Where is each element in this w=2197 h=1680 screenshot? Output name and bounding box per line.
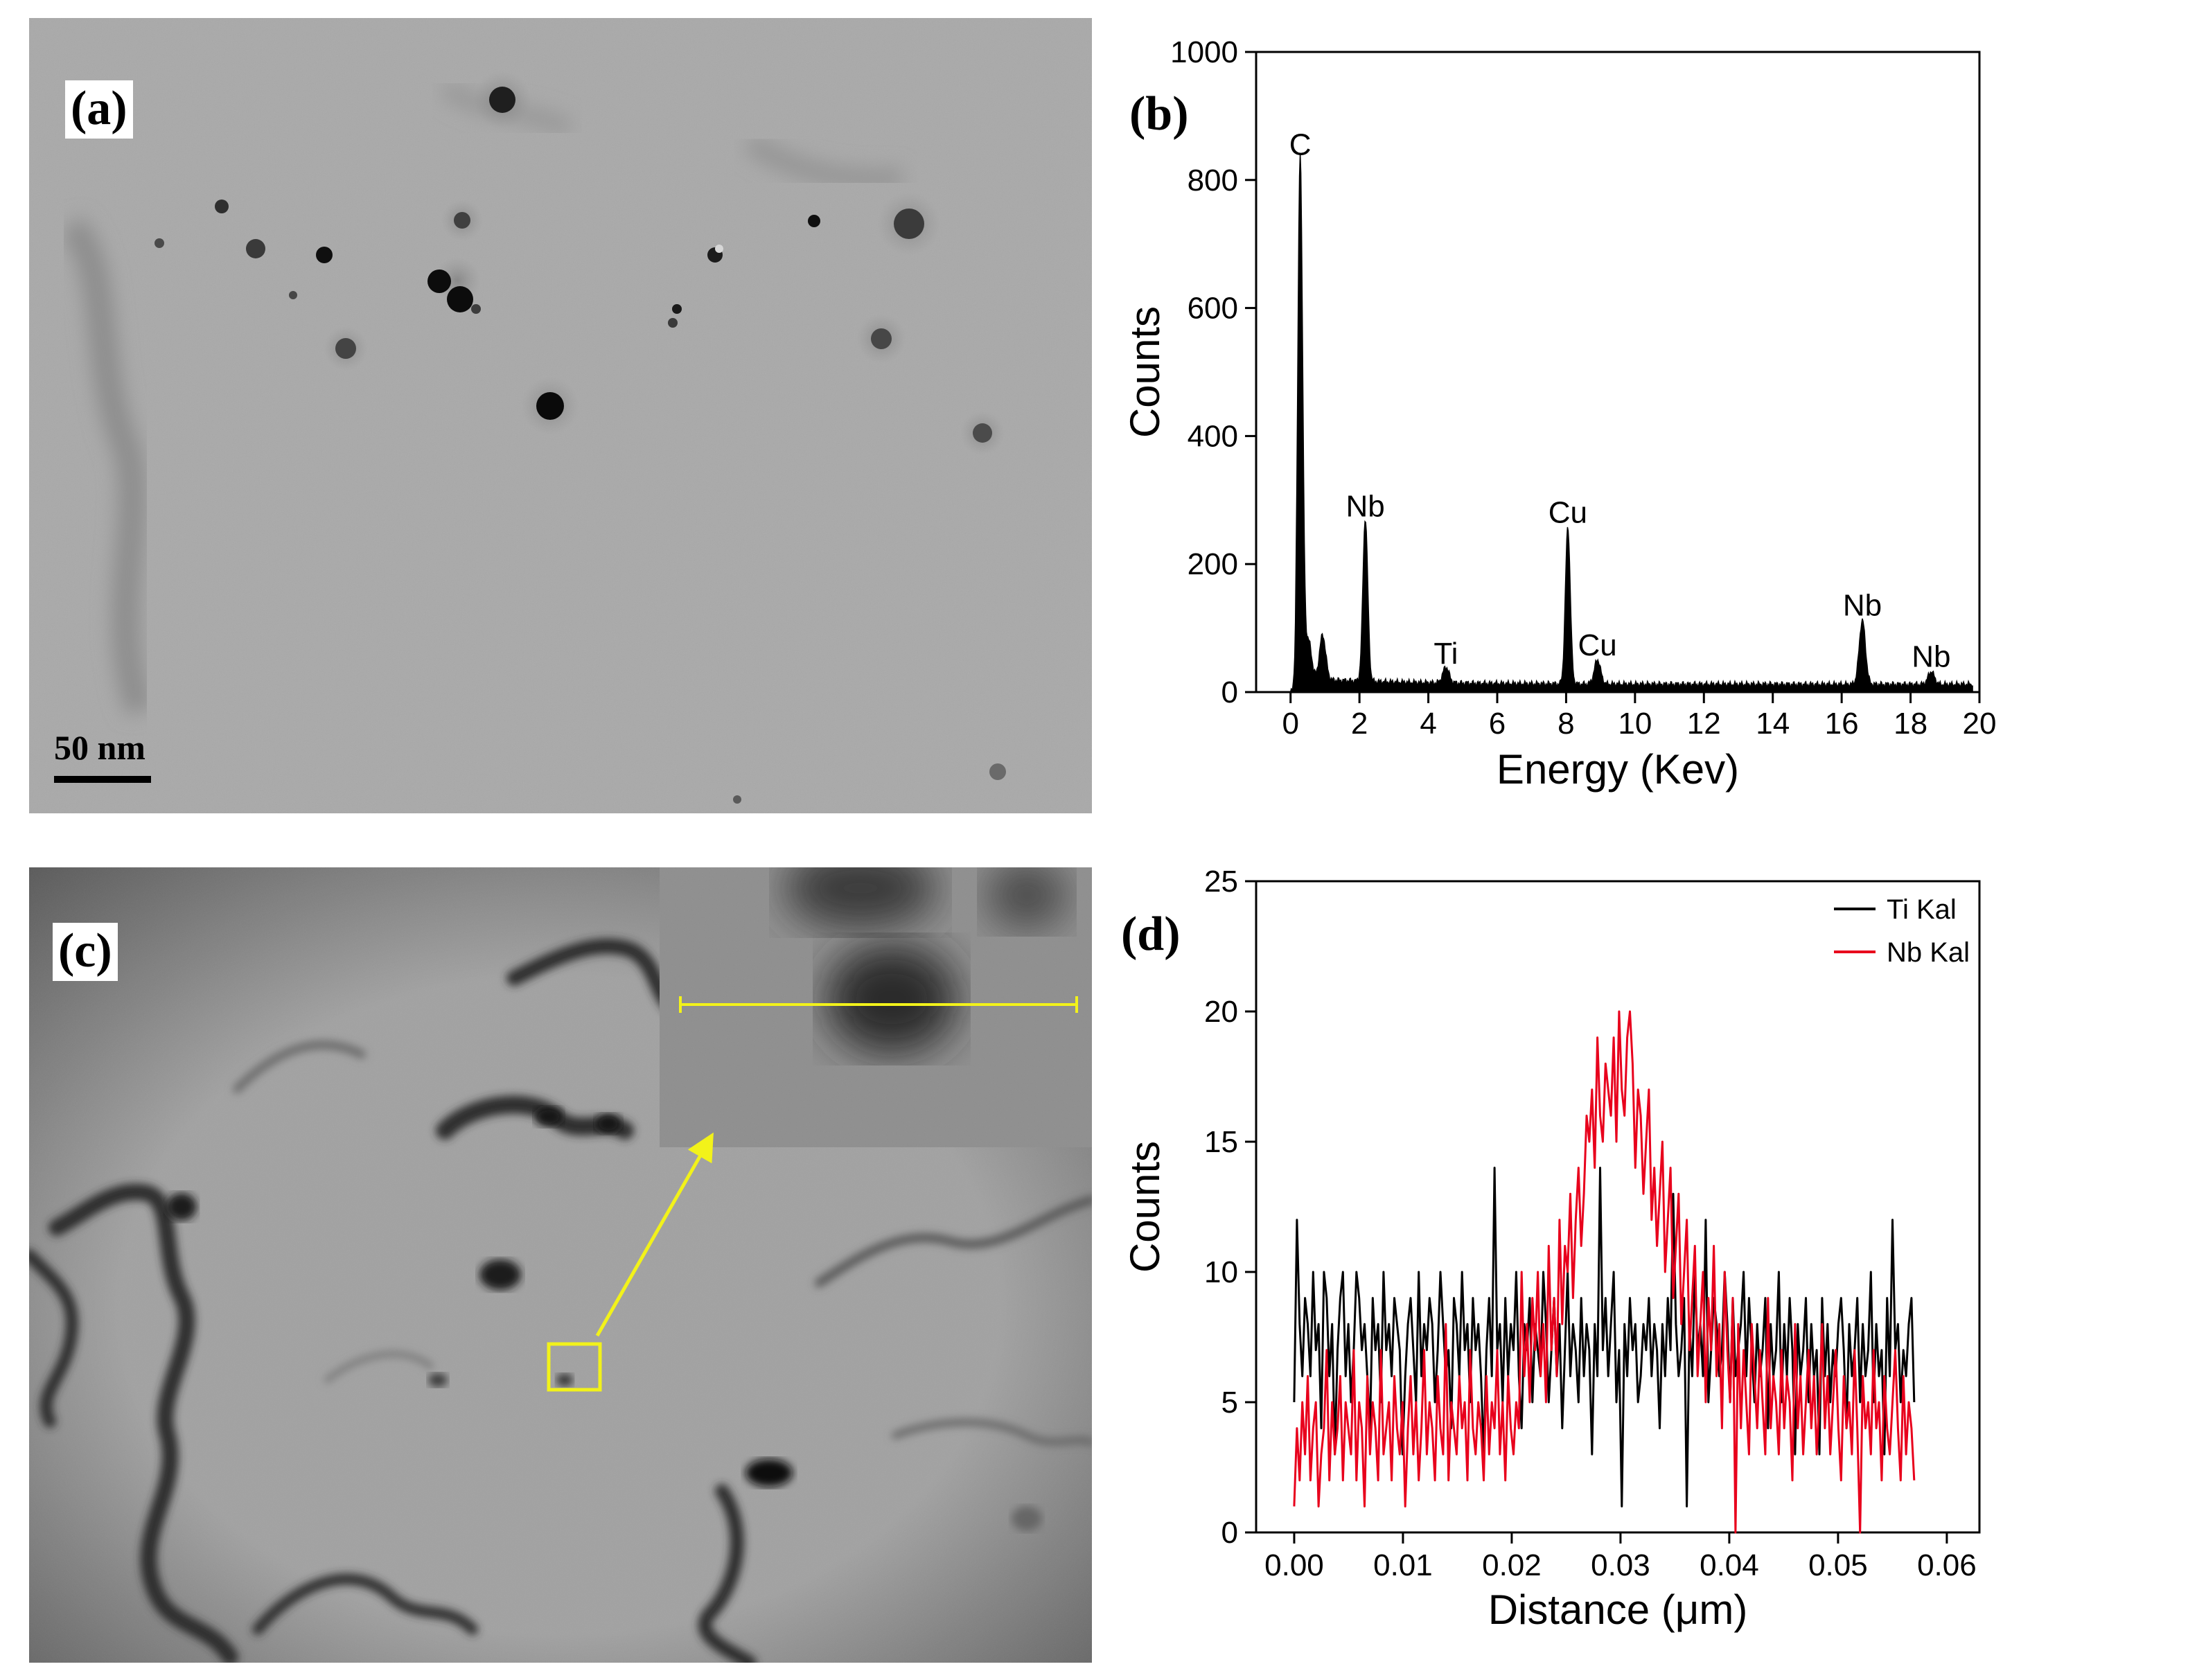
series-line-ti-kal (1293, 1167, 1916, 1507)
y-tick-label: 400 (1188, 419, 1238, 453)
nanoparticle (536, 392, 564, 420)
nanoparticle (447, 286, 473, 312)
y-tick-label: 15 (1204, 1125, 1238, 1159)
panel-label-c: (c) (53, 923, 118, 981)
nanoparticle (808, 215, 820, 227)
x-tick-label: 14 (1756, 707, 1790, 741)
y-tick-label: 25 (1204, 865, 1238, 899)
y-tick-label: 0 (1221, 675, 1238, 709)
nanoparticle (427, 269, 451, 293)
peak-label: Cu (1549, 496, 1587, 530)
y-axis-label: Counts (1122, 306, 1168, 438)
x-tick-label: 12 (1687, 707, 1721, 741)
panel-d: 0.00 0.01 0.02 0.03 0.04 0.05 0.06 0 5 10 15 20 25 Di… (1109, 824, 2197, 1680)
nanoparticle (489, 87, 515, 113)
nanoparticles (155, 71, 1006, 804)
nanoparticle (715, 245, 723, 253)
panel-b: 0 2 4 6 8 10 12 14 16 18 20 0 200 400 600 800 1000 Energy… (1109, 0, 2197, 824)
panel-label-a: (a) (65, 80, 133, 139)
x-tick-label: 4 (1420, 707, 1436, 741)
micrograph-a-image (29, 18, 1092, 813)
micrograph-a: (a) 50 nm (29, 18, 1092, 813)
line-scan-chart: 0.00 0.01 0.02 0.03 0.04 0.05 0.06 0 5 10 15 20 25 Di… (1122, 865, 1981, 1633)
x-tick-label: 0.01 (1373, 1548, 1433, 1582)
peak-label: C (1289, 127, 1312, 161)
nanoparticle (335, 338, 356, 359)
y-tick-label: 1000 (1170, 35, 1238, 69)
micrograph-c: (c) (29, 867, 1092, 1663)
nanoparticle (246, 239, 265, 258)
nanoparticle (871, 328, 892, 349)
nanoparticle (989, 763, 1006, 780)
nanoparticle (454, 212, 470, 229)
nanoparticle (894, 209, 924, 239)
x-tick-label: 0 (1282, 707, 1298, 741)
x-tick-label: 2 (1351, 707, 1368, 741)
x-tick-label: 0.04 (1700, 1548, 1759, 1582)
peak-label: Nb (1912, 640, 1950, 674)
y-tick-label: 800 (1188, 163, 1238, 197)
precipitates (166, 1107, 1042, 1531)
y-tick-label: 20 (1204, 995, 1238, 1029)
nanoparticle (733, 795, 741, 804)
x-tick-label: 6 (1489, 707, 1506, 741)
nanoparticle (471, 304, 481, 314)
peak-label: Ti (1433, 637, 1458, 671)
y-axis-label: Counts (1122, 1141, 1168, 1273)
y-tick-label: 10 (1204, 1255, 1238, 1289)
x-tick-label: 0.03 (1591, 1548, 1650, 1582)
scale-bar (54, 776, 151, 783)
selection-box (547, 1342, 602, 1392)
nanoparticle (316, 247, 333, 263)
peak-label: Nb (1345, 489, 1384, 523)
y-tick-label: 0 (1221, 1516, 1238, 1550)
peak-label: Cu (1578, 628, 1617, 662)
x-tick-label: 10 (1618, 707, 1652, 741)
panel-label-b: (b) (1129, 87, 1189, 141)
x-tick-label: 18 (1894, 707, 1927, 741)
peak-label: Nb (1843, 589, 1882, 623)
spectrum-series (1289, 152, 1973, 693)
series-line-nb-kal (1293, 1010, 1916, 1534)
nanoparticle (155, 238, 164, 248)
x-tick-label: 8 (1558, 707, 1574, 741)
x-tick-label: 0.06 (1917, 1548, 1977, 1582)
x-tick-label: 20 (1963, 707, 1997, 741)
y-tick-label: 600 (1188, 292, 1238, 326)
x-tick-label: 0.02 (1482, 1548, 1542, 1582)
zoom-arrow (595, 1132, 714, 1337)
x-tick-label: 16 (1825, 707, 1859, 741)
x-tick-label: 0.05 (1808, 1548, 1868, 1582)
x-tick-label: 0.00 (1264, 1548, 1324, 1582)
nanoparticle (215, 200, 229, 213)
nanoparticle (289, 291, 297, 299)
nanoparticle (672, 304, 682, 314)
x-axis-label: Distance (μm) (1488, 1586, 1748, 1633)
legend-label: Nb Kal (1887, 937, 1970, 968)
nanoparticle (668, 318, 678, 328)
eds-spectrum-chart: 0 2 4 6 8 10 12 14 16 18 2002004006008001000Energy… (1122, 35, 1997, 793)
y-tick-label: 200 (1188, 547, 1238, 581)
x-axis-label: Energy (Kev) (1497, 746, 1739, 793)
panel-label-d: (d) (1121, 908, 1181, 961)
y-tick-label: 5 (1221, 1386, 1238, 1420)
scale-bar-label: 50 nm (54, 728, 145, 767)
nanoparticle (973, 423, 992, 443)
plot-frame (1255, 880, 1981, 1534)
micrograph-c-image (29, 867, 1092, 1663)
inset-magnified-view (660, 867, 1092, 1147)
legend-label: Ti Kal (1887, 894, 1957, 925)
